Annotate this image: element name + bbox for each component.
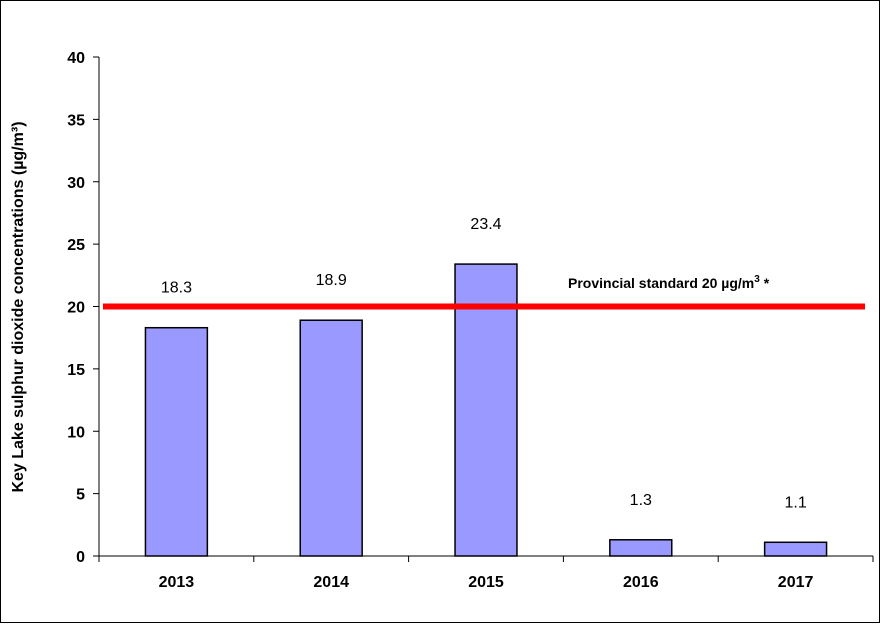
reference-line-label: Provincial standard 20 µg/m3 * <box>568 274 770 291</box>
bar-data-label: 18.9 <box>316 272 347 289</box>
y-tick-label: 15 <box>67 362 85 379</box>
bar-data-label: 23.4 <box>470 216 501 233</box>
y-axis: 0 5 10 15 20 25 30 35 40 <box>67 50 100 566</box>
y-tick-label: 0 <box>76 549 85 566</box>
y-tick-label: 35 <box>67 112 85 129</box>
x-tick-label: 2013 <box>159 574 195 591</box>
y-tick-label: 10 <box>67 424 85 441</box>
reference-line-label-sup: 3 <box>754 274 760 285</box>
bar-data-label: 18.3 <box>161 280 192 297</box>
bar <box>454 263 518 557</box>
y-tick-label: 40 <box>67 50 85 67</box>
bar <box>609 539 673 557</box>
bar <box>763 541 828 557</box>
bar <box>299 319 363 557</box>
y-tick-label: 20 <box>67 300 85 317</box>
x-tick-label: 2016 <box>623 574 659 591</box>
bar-data-label: 1.3 <box>630 492 652 509</box>
bars: 18.3 18.9 23.4 1.3 1.1 <box>144 216 828 557</box>
x-tick-label: 2017 <box>778 574 814 591</box>
x-tick-label: 2015 <box>468 574 504 591</box>
reference-line-label-main: Provincial standard 20 µg/m <box>568 275 754 291</box>
y-tick-label: 25 <box>67 237 85 254</box>
y-tick-label: 5 <box>76 487 85 504</box>
bar <box>144 326 209 557</box>
y-axis-label: Key Lake sulphur dioxide concentrations … <box>10 121 27 492</box>
reference-line-label-suffix: * <box>760 275 770 291</box>
x-tick-label: 2014 <box>313 574 349 591</box>
y-tick-label: 30 <box>67 175 85 192</box>
bar-data-label: 1.1 <box>784 494 806 511</box>
x-axis: 2013 2014 2015 2016 2017 <box>98 555 874 591</box>
